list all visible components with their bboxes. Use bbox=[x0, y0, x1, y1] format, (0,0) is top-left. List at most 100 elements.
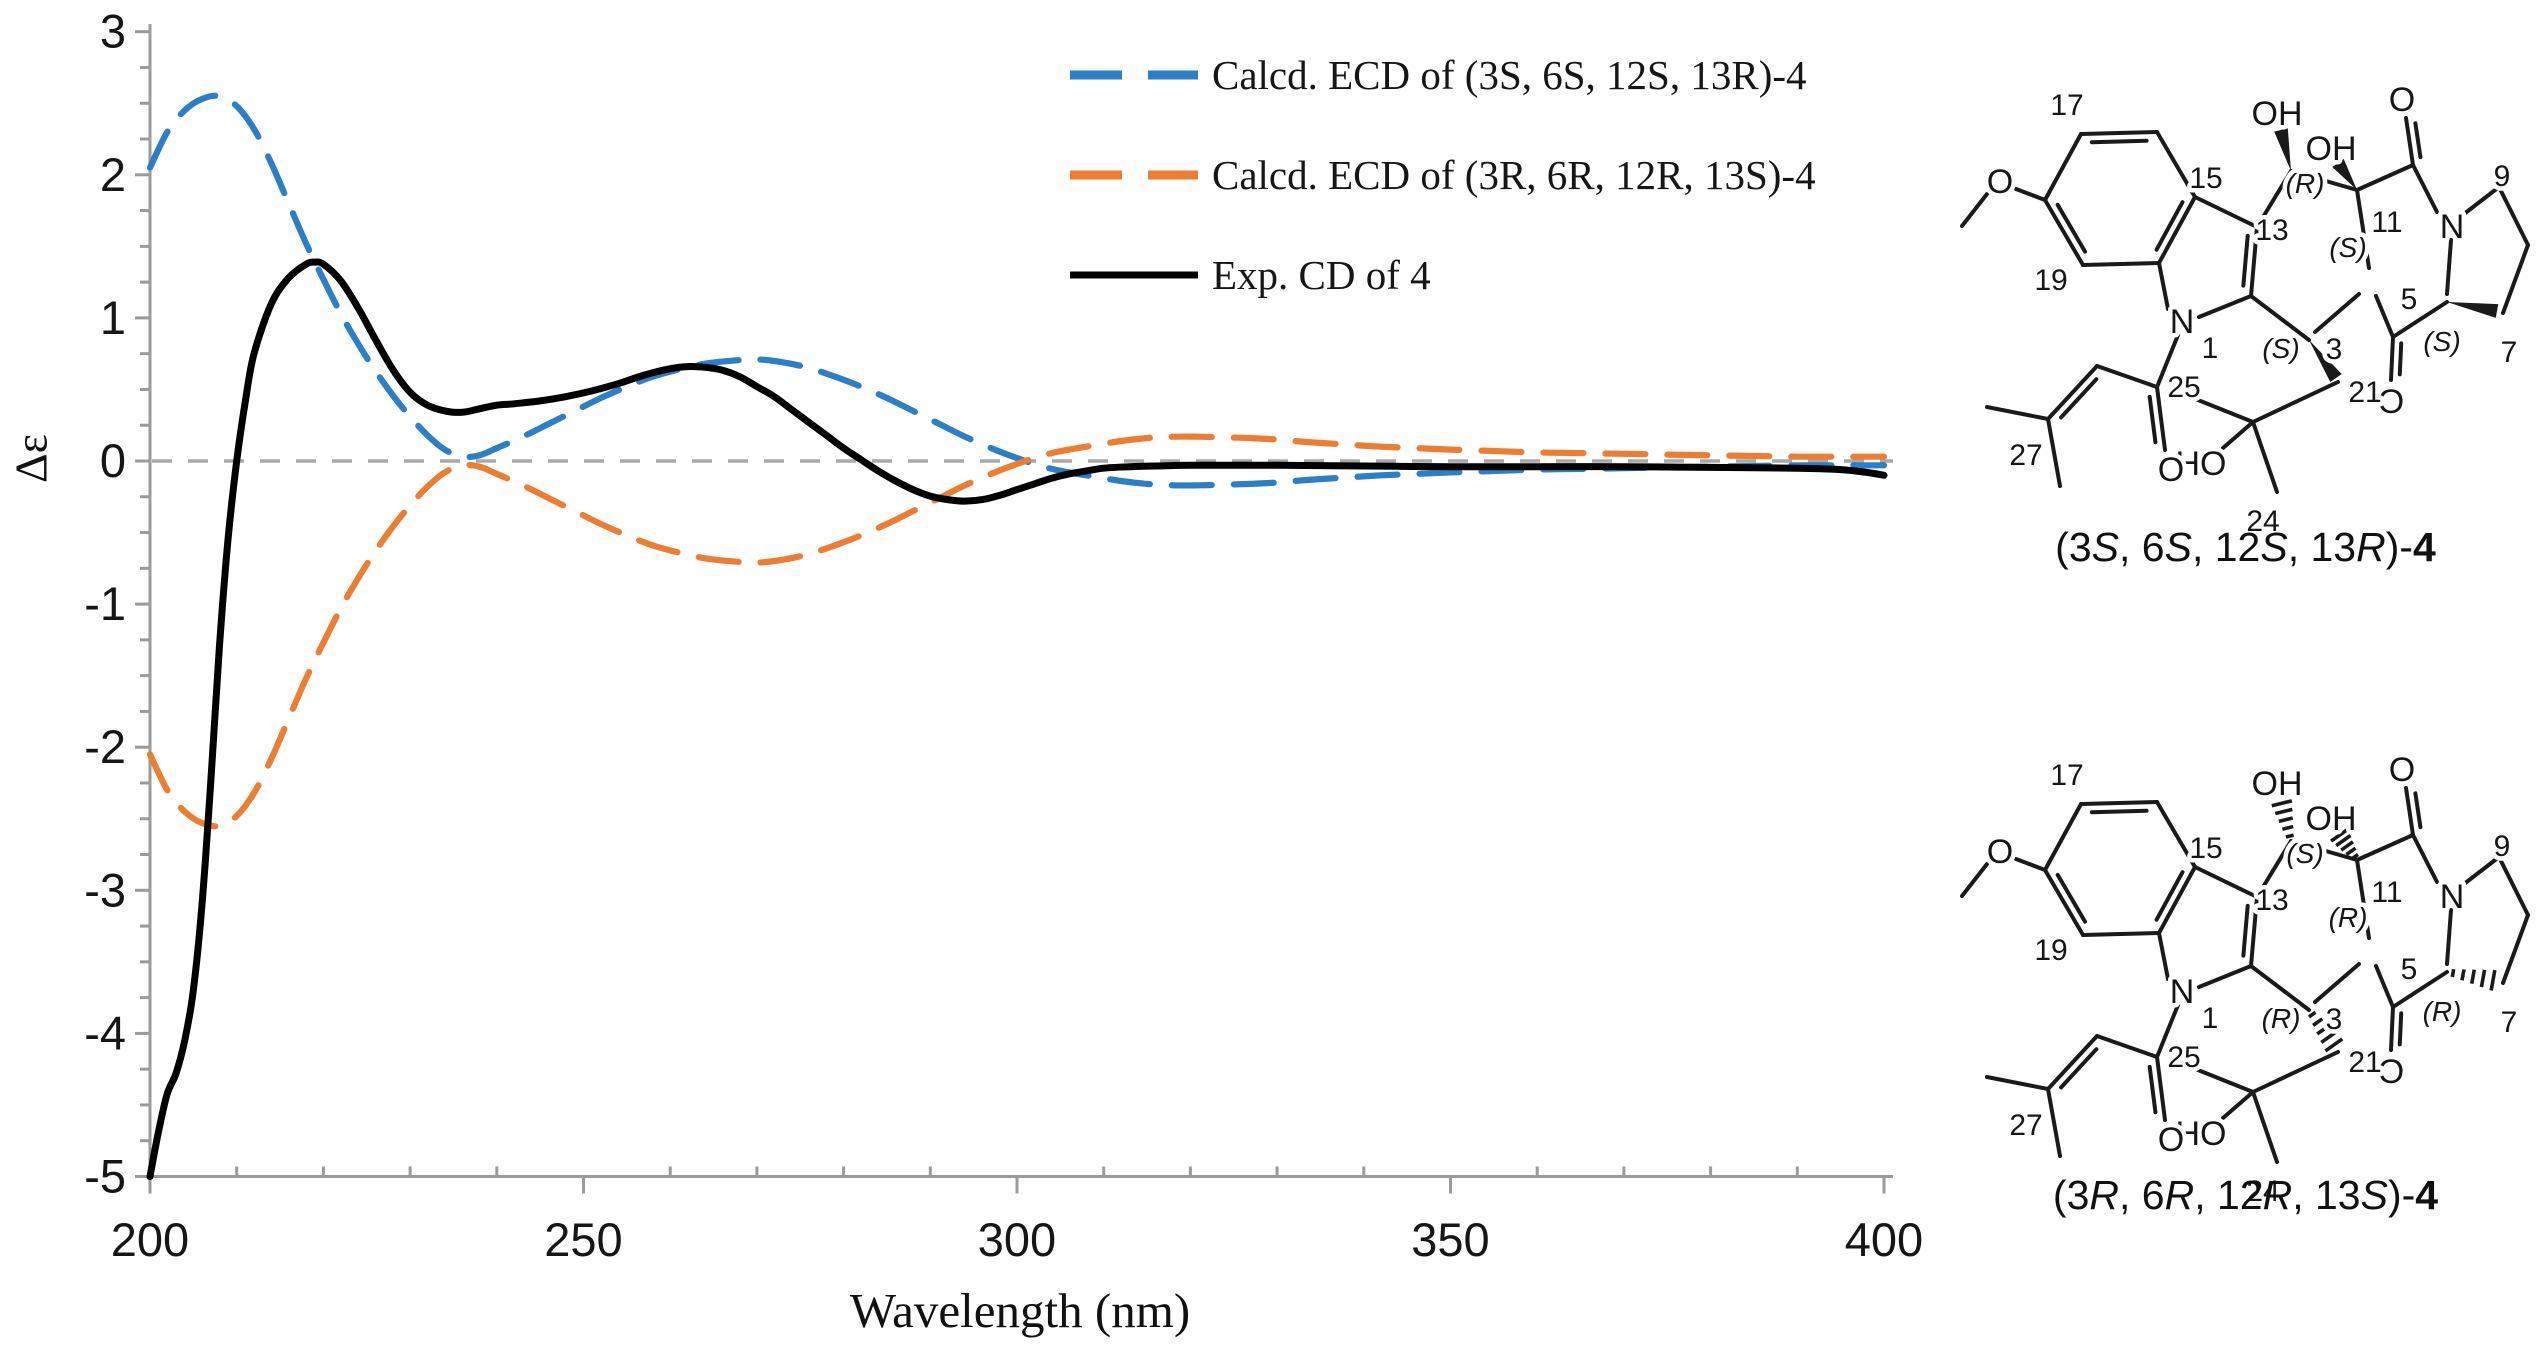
double-bond-inner bbox=[2413, 791, 2423, 830]
stereo-label-st12: (S) bbox=[2329, 232, 2366, 263]
hash-bond bbox=[2281, 824, 2294, 831]
x-tick-label: 200 bbox=[111, 1213, 189, 1266]
hash-bond bbox=[2345, 846, 2357, 857]
bond bbox=[2445, 908, 2453, 966]
bond bbox=[2255, 169, 2293, 229]
legend-label: Calcd. ECD of (3S, 6S, 12S, 13R)-4 bbox=[1212, 52, 1807, 98]
atom-label-c27: 27 bbox=[2009, 439, 2042, 472]
x-tick-label: 300 bbox=[978, 1213, 1056, 1266]
bond bbox=[2251, 380, 2340, 424]
bond bbox=[2221, 420, 2255, 450]
bond bbox=[2157, 261, 2170, 311]
bond bbox=[2249, 895, 2259, 968]
atom-label-c21: 21 bbox=[2348, 376, 2381, 409]
y-tick-label: -1 bbox=[84, 577, 126, 630]
double-bond-inner bbox=[2055, 872, 2088, 924]
atom-label-c25: 25 bbox=[2167, 371, 2200, 404]
atom-label-o_5: O bbox=[2378, 1053, 2404, 1091]
atom-label-c17: 17 bbox=[2050, 89, 2083, 122]
bond bbox=[2221, 1090, 2255, 1120]
bond bbox=[2249, 964, 2311, 1012]
y-tick-label: 0 bbox=[100, 434, 126, 487]
bond bbox=[2155, 385, 2167, 452]
bond bbox=[2155, 800, 2197, 869]
hash-bond bbox=[2450, 968, 2456, 978]
bond bbox=[2313, 962, 2361, 1004]
hash-bond bbox=[2324, 1037, 2344, 1053]
atom-label-c7: 7 bbox=[2501, 1006, 2518, 1039]
y-tick-label: 1 bbox=[100, 291, 126, 344]
stereo-label-st6: (S) bbox=[2423, 326, 2460, 357]
series-curve-1 bbox=[146, 433, 1888, 830]
bond bbox=[2193, 865, 2259, 899]
bond bbox=[2411, 833, 2439, 884]
hash-bond bbox=[2350, 853, 2359, 861]
atom-label-indole_n: N bbox=[2170, 303, 2195, 341]
y-tick-label: -5 bbox=[84, 1150, 126, 1203]
bond bbox=[2197, 294, 2253, 319]
x-tick-label: 250 bbox=[544, 1213, 622, 1266]
legend-label: Exp. CD of 4 bbox=[1212, 252, 1431, 298]
bond bbox=[2355, 163, 2415, 192]
bond bbox=[2404, 786, 2415, 837]
atom-label-c17: 17 bbox=[2050, 759, 2083, 792]
stereo-label-st3: (S) bbox=[2262, 333, 2299, 364]
bond bbox=[2046, 364, 2099, 421]
ecd-spectra-chart: 3 2 1 0 -1 -2 -3 -4 -5 200 250 300 350 400 bbox=[84, 5, 1923, 1266]
bond bbox=[2193, 195, 2259, 229]
y-tick-label: 3 bbox=[100, 5, 126, 58]
double-bond-inner bbox=[2147, 394, 2158, 445]
atom-label-o_25: O bbox=[2158, 1121, 2184, 1159]
atom-label-c19: 19 bbox=[2034, 264, 2067, 297]
hash-bond bbox=[2460, 969, 2466, 981]
wedge-bond bbox=[2309, 340, 2342, 383]
atom-label-c13: 13 bbox=[2255, 214, 2288, 247]
bond bbox=[1960, 862, 1989, 898]
y-tick-label: -3 bbox=[84, 863, 126, 916]
atom-label-c11: 11 bbox=[2371, 206, 2402, 239]
bond bbox=[2391, 970, 2449, 1009]
double-bond-inner bbox=[2154, 870, 2185, 922]
bond bbox=[2155, 333, 2180, 389]
bond bbox=[1960, 192, 1989, 228]
bond bbox=[2157, 195, 2197, 265]
bond bbox=[2043, 198, 2085, 267]
bond bbox=[2501, 913, 2530, 985]
bond bbox=[2014, 187, 2047, 202]
bond bbox=[2157, 931, 2170, 981]
bond bbox=[2389, 1005, 2395, 1052]
legend-item-2: Exp. CD of 4 bbox=[1068, 252, 1816, 298]
atom-label-c1: 1 bbox=[2202, 332, 2219, 365]
bond bbox=[2191, 396, 2255, 424]
hash-bond bbox=[2278, 816, 2294, 824]
double-bond-inner bbox=[2397, 341, 2404, 377]
y-tick-label: -4 bbox=[84, 1006, 126, 1059]
hash-bond bbox=[2320, 1030, 2337, 1044]
bond bbox=[2191, 1066, 2255, 1094]
bond bbox=[2391, 300, 2449, 339]
atom-label-oh_12: OH bbox=[2306, 800, 2357, 838]
atom-label-amide_n: N bbox=[2440, 878, 2465, 916]
bond bbox=[2046, 1087, 2062, 1158]
bond bbox=[1985, 405, 2050, 421]
hash-bond bbox=[2330, 827, 2350, 843]
double-bond-inner bbox=[2147, 1064, 2158, 1115]
wedge-bond bbox=[2332, 158, 2357, 190]
legend-swatch-solid-line bbox=[1070, 271, 1198, 279]
atom-label-o_11: O bbox=[2389, 751, 2415, 789]
bond bbox=[2462, 185, 2501, 216]
atom-label-c19: 19 bbox=[2034, 934, 2067, 967]
bond bbox=[2197, 964, 2253, 989]
stereo-label-st3: (R) bbox=[2262, 1003, 2301, 1034]
bond bbox=[2355, 188, 2371, 270]
bond bbox=[2046, 417, 2062, 488]
bond bbox=[2501, 243, 2530, 315]
atom-label-c11: 11 bbox=[2371, 876, 2402, 909]
stereo-label-st13: (R) bbox=[2286, 168, 2325, 199]
atom-label-methoxy_o: O bbox=[1987, 163, 2013, 201]
bond bbox=[2251, 1090, 2279, 1164]
hash-bond bbox=[2312, 1017, 2324, 1027]
